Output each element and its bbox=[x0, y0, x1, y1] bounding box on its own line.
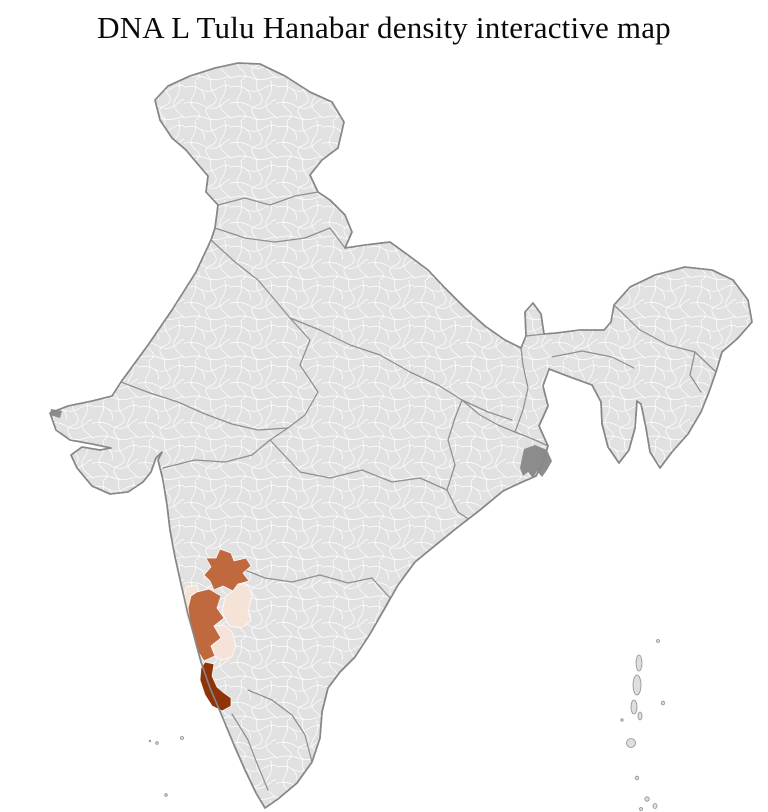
island-chains bbox=[148, 639, 666, 811]
district-eastern-plains[interactable] bbox=[221, 583, 253, 629]
andaman-island bbox=[626, 738, 636, 748]
lakshadweep-islet bbox=[164, 793, 168, 797]
district-southern-plains[interactable] bbox=[210, 624, 237, 661]
andaman-island bbox=[632, 674, 642, 696]
district-south-coastal[interactable] bbox=[199, 661, 232, 712]
lakshadweep-islet bbox=[180, 736, 184, 740]
lakshadweep-islet bbox=[155, 741, 159, 745]
highlighted-districts bbox=[50, 409, 552, 712]
andaman-island bbox=[630, 699, 638, 715]
nicobar-island bbox=[639, 807, 643, 811]
nicobar-island bbox=[644, 796, 650, 802]
map-title: DNA L Tulu Hanabar density interactive m… bbox=[97, 10, 671, 45]
andaman-island bbox=[637, 711, 643, 721]
lakshadweep-islet bbox=[148, 739, 152, 743]
andaman-island bbox=[635, 654, 643, 672]
nicobar-island bbox=[634, 775, 640, 781]
andaman-islet bbox=[620, 718, 624, 722]
andaman-islet bbox=[656, 639, 660, 643]
andaman-islet bbox=[660, 700, 666, 706]
district-eastern-delta[interactable] bbox=[520, 445, 552, 478]
nicobar-island bbox=[652, 803, 658, 809]
